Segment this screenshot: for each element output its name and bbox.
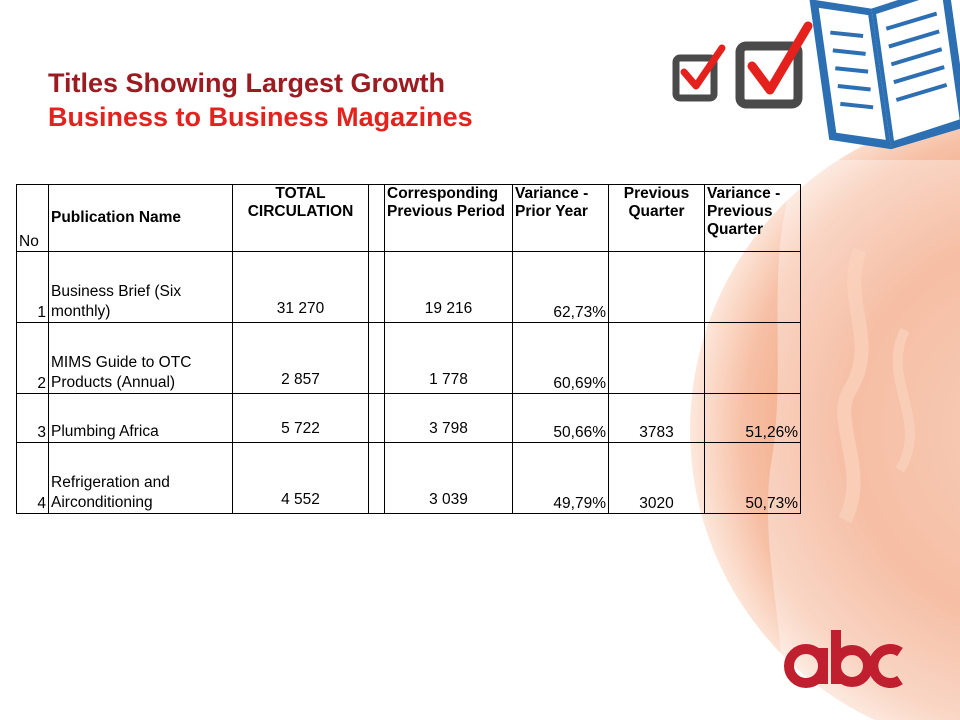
- row-spacer: [368, 442, 385, 514]
- row-previous-quarter: [608, 322, 705, 394]
- row-spacer: [368, 393, 385, 443]
- row-total-circulation: 4 552: [232, 442, 369, 514]
- table-row: 4 Refrigeration and Airconditioning 4 55…: [16, 442, 801, 514]
- row-corresponding: 3 039: [384, 442, 513, 514]
- slide-title: Titles Showing Largest Growth: [48, 68, 446, 98]
- open-book-icon: [809, 0, 960, 150]
- row-variance-prior-year: 62,73%: [512, 251, 609, 323]
- header-variance-prior-year: Variance - Prior Year: [512, 184, 609, 252]
- growth-table: No Publication Name TOTAL CIRCULATION Co…: [16, 184, 801, 514]
- row-previous-quarter: 3783: [608, 393, 705, 443]
- table-row: 1 Business Brief (Six monthly) 31 270 19…: [16, 251, 801, 323]
- row-variance-prior-year: 49,79%: [512, 442, 609, 514]
- row-corresponding: 3 798: [384, 393, 513, 443]
- slide-subtitle: Business to Business Magazines: [48, 102, 473, 132]
- header-total-circulation: TOTAL CIRCULATION: [232, 184, 369, 252]
- row-corresponding: 1 778: [384, 322, 513, 394]
- row-publication-name: Refrigeration and Airconditioning: [48, 442, 233, 514]
- table-row: 3 Plumbing Africa 5 722 3 798 50,66% 378…: [16, 393, 801, 443]
- row-variance-previous-quarter: 51,26%: [704, 393, 801, 443]
- row-total-circulation: 2 857: [232, 322, 369, 394]
- row-no: 4: [16, 442, 49, 514]
- row-previous-quarter: [608, 251, 705, 323]
- row-spacer: [368, 322, 385, 394]
- checkbox-tick-icon-large: [735, 21, 813, 109]
- slide-title-block: Titles Showing Largest Growth Business t…: [48, 66, 473, 134]
- row-spacer: [368, 251, 385, 323]
- abc-logo: [784, 630, 903, 688]
- row-total-circulation: 31 270: [232, 251, 369, 323]
- table-row: 2 MIMS Guide to OTC Products (Annual) 2 …: [16, 322, 801, 394]
- row-previous-quarter: 3020: [608, 442, 705, 514]
- header-variance-previous-quarter: Variance - Previous Quarter: [704, 184, 801, 252]
- row-corresponding: 19 216: [384, 251, 513, 323]
- row-variance-previous-quarter: [704, 322, 801, 394]
- header-spacer: [368, 184, 385, 252]
- row-variance-previous-quarter: [704, 251, 801, 323]
- header-corresponding-previous-period: Corresponding Previous Period: [384, 184, 513, 252]
- table-header-row: No Publication Name TOTAL CIRCULATION Co…: [16, 184, 801, 252]
- row-publication-name: MIMS Guide to OTC Products (Annual): [48, 322, 233, 394]
- checkbox-tick-icon: [672, 44, 726, 102]
- row-total-circulation: 5 722: [232, 393, 369, 443]
- header-publication-name: Publication Name: [48, 184, 233, 252]
- row-variance-prior-year: 50,66%: [512, 393, 609, 443]
- row-no: 1: [16, 251, 49, 323]
- row-variance-previous-quarter: 50,73%: [704, 442, 801, 514]
- row-no: 2: [16, 322, 49, 394]
- row-publication-name: Plumbing Africa: [48, 393, 233, 443]
- header-previous-quarter: Previous Quarter: [608, 184, 705, 252]
- row-no: 3: [16, 393, 49, 443]
- row-variance-prior-year: 60,69%: [512, 322, 609, 394]
- header-no: No: [16, 184, 49, 252]
- row-publication-name: Business Brief (Six monthly): [48, 251, 233, 323]
